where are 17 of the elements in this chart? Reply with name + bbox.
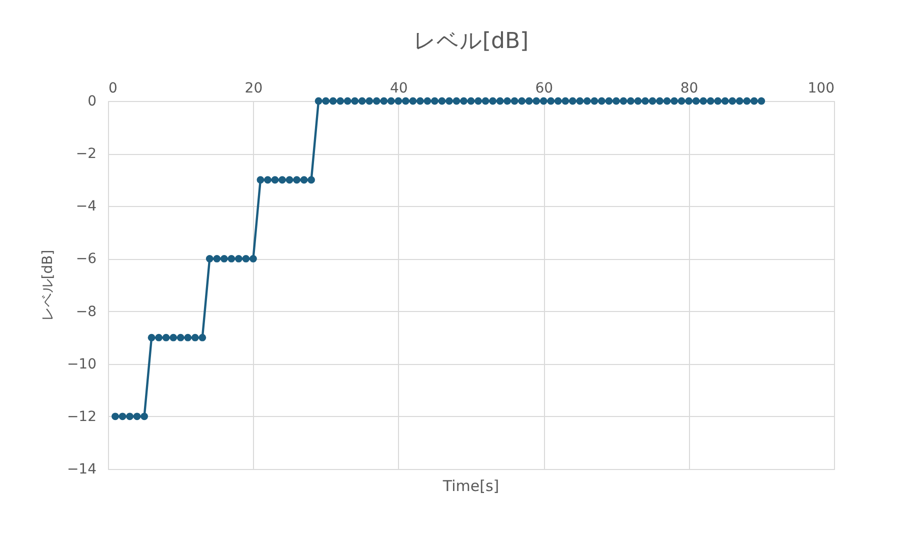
y-tick-label: −2 bbox=[76, 146, 96, 162]
y-tick-label: −4 bbox=[76, 198, 97, 215]
y-tick-label: −8 bbox=[76, 304, 96, 320]
y-axis-title: レベル[dB] bbox=[40, 250, 56, 322]
x-tick-label: 80 bbox=[680, 80, 698, 96]
y-tick-label: 0 bbox=[88, 94, 96, 110]
y-tick-label: −14 bbox=[66, 462, 97, 478]
x-tick-label: 100 bbox=[808, 80, 834, 96]
y-tick-label: −6 bbox=[76, 251, 97, 268]
x-axis-title: Time[s] bbox=[442, 477, 500, 495]
x-tick-label: 40 bbox=[390, 80, 408, 96]
x-tick-label: 60 bbox=[535, 80, 554, 96]
x-tick-label: 20 bbox=[244, 80, 263, 96]
y-tick-label: −12 bbox=[66, 408, 96, 425]
chart-title: レベル[dB] bbox=[413, 29, 529, 54]
y-tick-label: −10 bbox=[66, 356, 96, 372]
x-tick-label: 0 bbox=[108, 80, 118, 96]
